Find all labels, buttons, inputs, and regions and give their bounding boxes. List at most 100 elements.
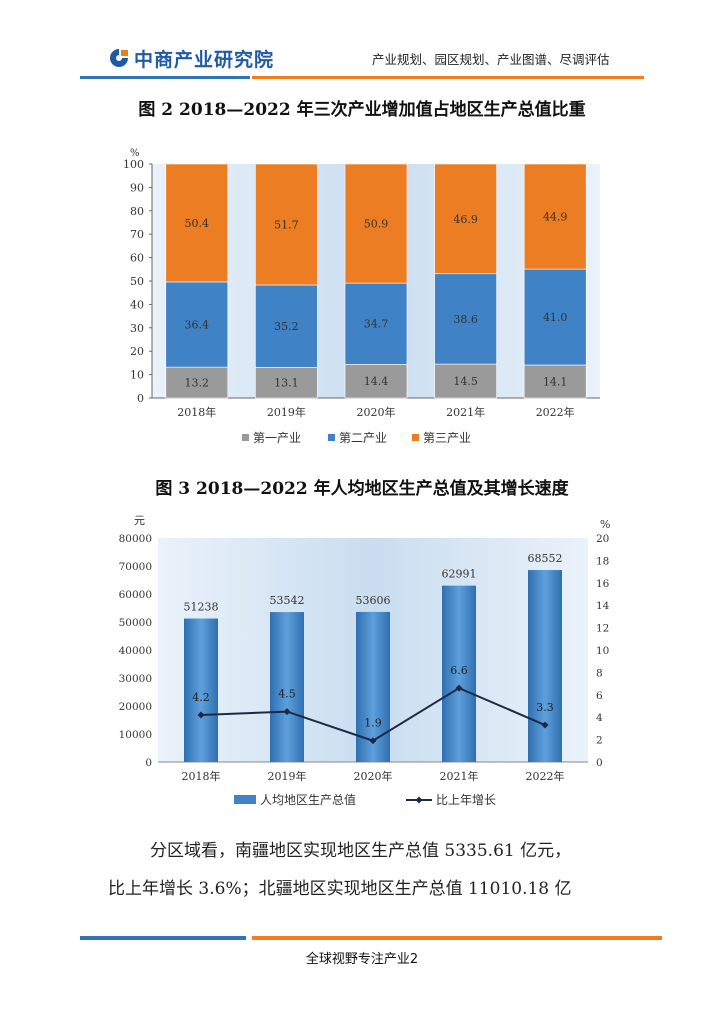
line-value-label: 4.5 [278,688,296,701]
bar [442,585,476,762]
y-axis-right-unit: % [600,518,610,531]
line-point [541,721,549,729]
y-right-tick-label: 20 [596,533,609,545]
footer-divider-orange [252,936,662,940]
y-right-tick-label: 6 [596,690,603,702]
bar-segment [434,163,497,275]
x-tick-label: 2019年 [268,769,307,783]
legend-label: 第三产业 [423,431,471,445]
y-right-tick-label: 14 [596,600,610,612]
line-value-label: 4.2 [192,691,210,704]
figure3-title: 图 3 2018—2022 年人均地区生产总值及其增长速度 [155,479,569,499]
bar-segment [434,363,497,399]
y-tick-label: 40 [130,298,144,311]
data-label: 50.4 [185,217,210,230]
x-tick-label: 2022年 [526,769,565,783]
header-tagline: 产业规划、园区规划、产业图谱、尽调评估 [372,52,610,67]
y-left-tick-label: 80000 [119,533,152,545]
y-right-tick-label: 0 [596,757,603,769]
line-value-label: 6.6 [450,664,468,677]
figure3-chart: 元 %01000020000300004000050000600007000080… [119,514,611,807]
legend-label: 第二产业 [339,431,387,445]
y-left-tick-label: 20000 [119,701,152,713]
y-right-tick-label: 10 [596,645,609,657]
line-point [283,708,291,716]
bar [270,612,304,762]
y-tick-label: 90 [130,181,144,194]
y-tick-label: 50 [130,275,144,288]
bar-value-label: 68552 [528,552,563,565]
y-left-tick-label: 70000 [119,561,152,573]
paragraph-line-1: 分区域看，南疆地区实现地区生产总值 5335.61 亿元， [150,841,572,861]
bar-value-label: 51238 [184,601,219,614]
footer-text: 全球视野专注产业2 [305,952,419,967]
data-label: 44.9 [543,211,568,224]
y-tick-label: 30 [130,322,144,335]
logo-text: 中商产业研究院 [134,48,275,71]
data-label: 14.1 [543,376,568,389]
logo-icon [110,49,128,67]
y-tick-label: 70 [130,228,144,241]
bar-value-label: 53542 [270,594,305,607]
page-header: 中商产业研究院 产业规划、园区规划、产业图谱、尽调评估 [0,0,724,80]
data-label: 41.0 [543,311,568,324]
legend-label: 人均地区生产总值 [260,792,356,807]
y-right-tick-label: 18 [596,555,609,567]
data-label: 13.2 [185,377,210,390]
bar-segment [434,273,497,365]
x-tick-label: 2018年 [177,405,216,419]
line-value-label: 1.9 [364,717,382,730]
header-divider-blue [80,76,250,79]
y-left-tick-label: 0 [145,757,152,769]
data-label: 34.7 [364,318,389,331]
line-point [197,711,205,719]
y-tick-label: 60 [130,252,144,265]
bar-value-label: 53606 [356,594,391,607]
data-label: 13.1 [274,377,299,390]
data-label: 46.9 [453,213,478,226]
logo: 中商产业研究院 [108,44,274,72]
x-tick-label: 2022年 [536,405,575,419]
line-value-label: 3.3 [536,701,554,714]
bar-segment [523,163,587,270]
y-tick-label: 20 [130,345,144,358]
y-tick-label: 10 [130,369,144,382]
data-label: 36.4 [185,319,210,332]
line-point [455,684,463,692]
x-tick-label: 2021年 [446,405,485,419]
y-left-tick-label: 60000 [119,589,152,601]
x-tick-label: 2018年 [182,769,221,783]
bar-segment [344,163,408,284]
legend-swatch [412,434,419,441]
figure2-chart: % 0 10 20 30 40 50 60 70 80 90 100 13.2 36.4 50.4 2018年… [123,148,600,445]
bar-segment [523,268,587,366]
legend-label: 比上年增长 [436,793,496,807]
y-left-tick-label: 50000 [119,617,152,629]
bar [184,618,218,762]
y-right-tick-label: 2 [596,735,603,747]
legend-label: 第一产业 [253,431,301,445]
line-point [369,737,377,745]
y-tick-label: 80 [130,205,144,218]
x-tick-label: 2021年 [440,769,479,783]
y-right-tick-label: 4 [596,712,603,724]
paragraph-line-2: 比上年增长 3.6%；北疆地区实现地区生产总值 11010.18 亿 [108,879,572,899]
legend-swatch [328,434,335,441]
bar-segment [255,284,318,368]
y-axis-left-unit: 元 [134,514,145,527]
data-label: 51.7 [274,218,299,231]
legend-marker [415,796,423,804]
y-right-tick-label: 8 [596,667,603,679]
y-axis-unit: % [130,148,140,159]
footer-divider-blue [80,936,246,940]
data-label: 50.9 [364,218,389,231]
data-label: 38.6 [453,313,478,326]
bar-value-label: 62991 [442,568,477,581]
y-tick-label: 100 [123,158,144,171]
bar-segment [523,364,587,399]
bar [528,570,562,762]
y-left-tick-label: 40000 [119,645,152,657]
y-right-tick-label: 12 [596,623,609,635]
y-right-tick-label: 16 [596,578,610,590]
y-left-tick-label: 30000 [119,673,152,685]
